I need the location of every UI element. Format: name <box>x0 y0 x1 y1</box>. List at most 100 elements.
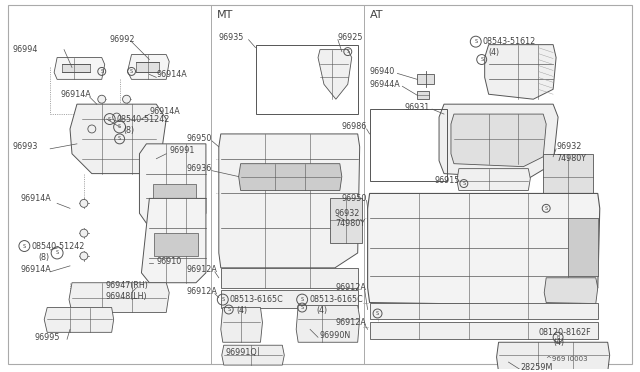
Polygon shape <box>544 278 598 304</box>
Polygon shape <box>219 134 360 268</box>
Text: 96912A: 96912A <box>187 265 218 274</box>
Polygon shape <box>140 144 206 223</box>
Polygon shape <box>330 198 362 243</box>
Polygon shape <box>538 193 568 213</box>
Text: 96914A: 96914A <box>20 194 51 203</box>
Polygon shape <box>296 305 360 342</box>
Text: 96947(RH): 96947(RH) <box>106 281 148 290</box>
Polygon shape <box>221 290 358 308</box>
Text: 96932: 96932 <box>335 209 360 218</box>
Polygon shape <box>44 308 114 332</box>
Text: 96914A: 96914A <box>156 70 187 79</box>
Circle shape <box>123 95 131 103</box>
Polygon shape <box>439 104 558 179</box>
Text: S: S <box>545 206 548 211</box>
Text: 96995: 96995 <box>35 333 60 342</box>
Polygon shape <box>239 164 342 190</box>
Text: 96915: 96915 <box>434 176 460 185</box>
Polygon shape <box>127 55 169 79</box>
Text: S: S <box>100 69 103 74</box>
Polygon shape <box>417 91 429 99</box>
Polygon shape <box>367 193 600 305</box>
Text: 96935: 96935 <box>219 33 244 42</box>
Polygon shape <box>62 64 90 73</box>
Polygon shape <box>221 308 262 342</box>
Text: 96912A: 96912A <box>187 287 218 296</box>
Text: 96925: 96925 <box>338 33 364 42</box>
Text: 08540-51242: 08540-51242 <box>31 241 84 250</box>
Text: 08540-51242: 08540-51242 <box>116 115 170 124</box>
Text: S: S <box>301 305 304 310</box>
Text: 96932: 96932 <box>556 142 582 151</box>
Text: 96950: 96950 <box>186 134 212 143</box>
Text: S: S <box>301 297 304 302</box>
Text: 96914A: 96914A <box>20 265 51 274</box>
Polygon shape <box>370 302 598 320</box>
Text: 08543-51612: 08543-51612 <box>483 37 536 46</box>
Text: S: S <box>108 116 111 122</box>
Polygon shape <box>136 61 159 73</box>
Polygon shape <box>543 154 593 198</box>
Text: ^969 I0003: ^969 I0003 <box>546 356 588 362</box>
Text: 08513-6165C: 08513-6165C <box>309 295 363 304</box>
Polygon shape <box>457 169 531 190</box>
Polygon shape <box>497 342 610 372</box>
Text: S: S <box>227 307 230 312</box>
Text: S: S <box>118 137 121 141</box>
Text: 96948(LH): 96948(LH) <box>106 292 147 301</box>
Text: 96991: 96991 <box>169 146 195 155</box>
Text: S: S <box>56 250 59 256</box>
Text: 96914A: 96914A <box>149 107 180 116</box>
Text: B: B <box>556 335 560 340</box>
Polygon shape <box>370 323 598 339</box>
Polygon shape <box>70 104 166 174</box>
Text: 96914A: 96914A <box>60 90 91 99</box>
Text: S: S <box>346 49 349 54</box>
Text: 96912A: 96912A <box>336 283 367 292</box>
Circle shape <box>80 229 88 237</box>
Text: 96940: 96940 <box>370 67 395 76</box>
Text: 74980Y: 74980Y <box>335 219 365 228</box>
Text: (8): (8) <box>38 253 49 262</box>
Text: 96910: 96910 <box>156 257 182 266</box>
Text: 96944A: 96944A <box>370 80 401 89</box>
Text: 74980Y: 74980Y <box>556 154 586 163</box>
Circle shape <box>80 252 88 260</box>
Polygon shape <box>154 233 198 256</box>
Text: 28259M: 28259M <box>520 363 553 372</box>
Text: 96990N: 96990N <box>320 331 351 340</box>
Polygon shape <box>451 114 546 167</box>
Text: MT: MT <box>217 10 233 20</box>
Text: S: S <box>130 69 133 74</box>
Text: 96992: 96992 <box>109 35 135 44</box>
Text: (4): (4) <box>553 338 564 347</box>
Polygon shape <box>318 49 352 99</box>
Circle shape <box>98 95 106 103</box>
Text: 96931: 96931 <box>404 103 429 112</box>
Polygon shape <box>222 345 284 365</box>
Text: AT: AT <box>370 10 383 20</box>
Polygon shape <box>69 283 169 312</box>
Text: 96936: 96936 <box>187 164 212 173</box>
Text: S: S <box>376 311 379 316</box>
Text: 96994: 96994 <box>12 45 38 54</box>
Polygon shape <box>568 218 598 276</box>
Text: (4): (4) <box>237 306 248 315</box>
Text: 96912A: 96912A <box>336 318 367 327</box>
Text: S: S <box>474 39 477 44</box>
Text: S: S <box>23 244 26 248</box>
Text: (4): (4) <box>489 48 500 57</box>
Polygon shape <box>141 198 206 283</box>
Polygon shape <box>417 74 434 84</box>
Text: 96993: 96993 <box>12 142 38 151</box>
Text: 96991Q: 96991Q <box>226 348 257 357</box>
Text: (4): (4) <box>316 306 327 315</box>
Polygon shape <box>154 183 196 213</box>
Text: S: S <box>221 297 225 302</box>
Polygon shape <box>221 268 358 288</box>
Text: S: S <box>480 57 483 62</box>
Text: 08120-8162F: 08120-8162F <box>538 328 591 337</box>
Polygon shape <box>54 58 105 79</box>
Text: S: S <box>118 125 121 129</box>
Text: 96986: 96986 <box>341 122 367 131</box>
